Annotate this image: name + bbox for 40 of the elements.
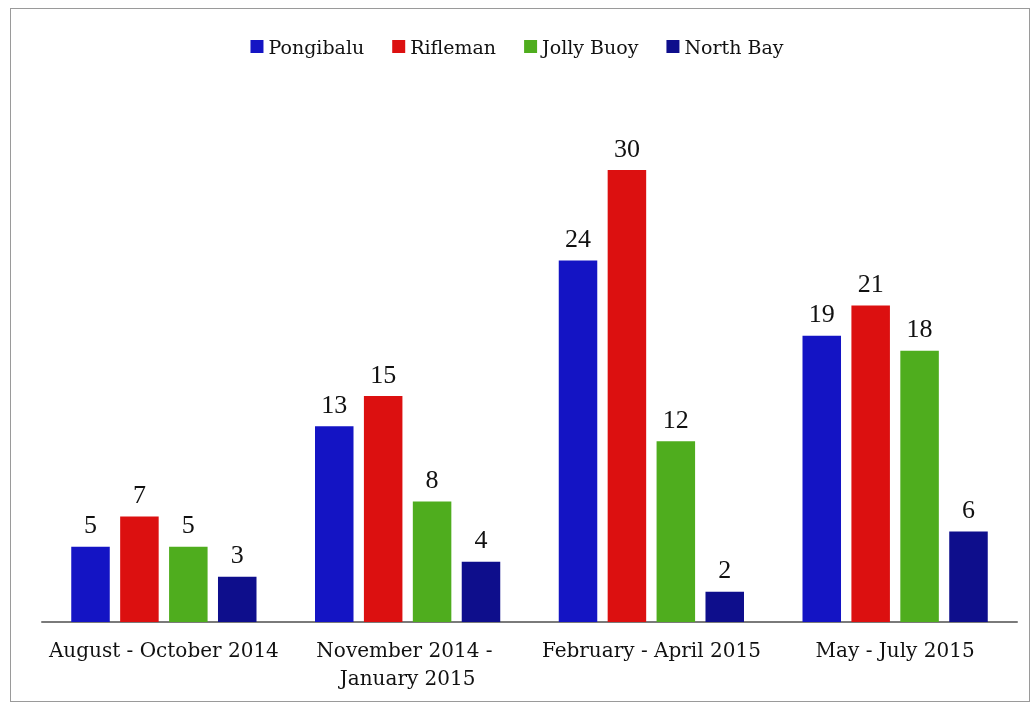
bar xyxy=(120,516,159,622)
bar xyxy=(363,396,403,622)
data-label: 18 xyxy=(906,314,933,344)
bar xyxy=(900,350,939,622)
x-tick-label: May - July 2015 xyxy=(815,638,975,662)
bar xyxy=(607,170,647,622)
bar xyxy=(71,546,110,622)
bar xyxy=(558,260,598,622)
bar xyxy=(851,305,890,622)
legend-label: Pongibalu xyxy=(268,35,365,58)
data-label: 15 xyxy=(370,359,397,389)
data-label: 6 xyxy=(961,495,975,525)
data-label: 30 xyxy=(613,133,640,163)
data-label: 8 xyxy=(425,464,439,494)
bar xyxy=(461,561,501,622)
data-label: 12 xyxy=(662,404,689,434)
x-tick-label: November 2014 - January 2015 xyxy=(316,638,499,690)
data-label: 4 xyxy=(474,525,488,555)
bar xyxy=(802,335,842,622)
data-label: 24 xyxy=(565,223,592,253)
bar xyxy=(315,426,354,622)
bar xyxy=(217,576,257,622)
data-label: 13 xyxy=(321,389,348,419)
legend-label: North Bay xyxy=(684,35,784,58)
legend-label: Jolly Buoy xyxy=(540,35,639,58)
data-label: 21 xyxy=(857,269,884,299)
bar xyxy=(705,591,744,622)
bar xyxy=(412,501,452,622)
x-tick-label: August - October 2014 xyxy=(47,638,279,662)
bar xyxy=(169,546,208,622)
data-label: 7 xyxy=(132,480,146,510)
data-label: 5 xyxy=(181,510,195,540)
data-label: 5 xyxy=(84,510,98,540)
data-label: 2 xyxy=(718,555,732,585)
data-label: 19 xyxy=(808,299,835,329)
x-tick-label: February - April 2015 xyxy=(541,638,761,662)
bar xyxy=(656,441,696,622)
data-label: 3 xyxy=(230,540,244,570)
legend-label: Rifleman xyxy=(410,35,497,58)
bar xyxy=(949,531,988,622)
